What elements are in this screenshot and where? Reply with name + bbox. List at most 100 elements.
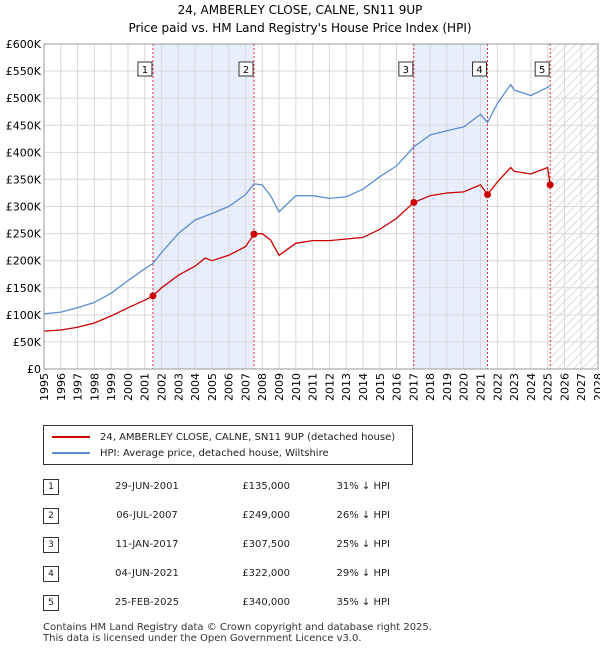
sale-marker-box bbox=[534, 61, 550, 77]
x-tick-label: 2015 bbox=[374, 373, 387, 401]
y-tick-label: £100K bbox=[6, 309, 42, 322]
x-tick-label: 2008 bbox=[256, 373, 269, 401]
x-tick-label: 1998 bbox=[88, 373, 101, 401]
sale-number: 1 bbox=[43, 478, 59, 495]
sale-date: 11-JAN-2017 bbox=[115, 539, 179, 550]
y-tick-label: £400K bbox=[6, 146, 42, 159]
sale-marker-label: 2 bbox=[243, 65, 249, 76]
plot-border bbox=[43, 43, 599, 370]
sale-marker-label: 4 bbox=[476, 65, 482, 76]
sales-row: 2 06-JUL-2007 £249,000 26% ↓ HPI bbox=[43, 501, 410, 530]
sale-hpi-delta: 25% ↓ HPI bbox=[336, 539, 390, 550]
sale-marker-box bbox=[472, 61, 488, 77]
x-tick-label: 2016 bbox=[391, 373, 404, 401]
footer-line-2: This data is licensed under the Open Gov… bbox=[43, 633, 362, 644]
x-tick-label: 2020 bbox=[458, 373, 471, 401]
chart-legend: 24, AMBERLEY CLOSE, CALNE, SN11 9UP (det… bbox=[43, 425, 413, 465]
sale-price: £135,000 bbox=[242, 481, 290, 492]
x-tick-label: 2007 bbox=[239, 373, 252, 401]
sales-row: 4 04-JUN-2021 £322,000 29% ↓ HPI bbox=[43, 559, 410, 588]
sales-table: 1 29-JUN-2001 £135,000 31% ↓ HPI 2 06-JUL-200… bbox=[43, 472, 410, 617]
y-tick-label: £200K bbox=[6, 255, 42, 268]
sale-price: £249,000 bbox=[242, 510, 290, 521]
legend-swatch-property bbox=[52, 436, 90, 438]
x-tick-label: 2000 bbox=[122, 373, 135, 401]
legend-entry-property: 24, AMBERLEY CLOSE, CALNE, SN11 9UP (det… bbox=[52, 430, 395, 444]
sale-date: 29-JUN-2001 bbox=[115, 481, 179, 492]
sales-row: 1 29-JUN-2001 £135,000 31% ↓ HPI bbox=[43, 472, 410, 501]
sale-marker-box bbox=[137, 61, 153, 77]
sales-row: 5 25-FEB-2025 £340,000 35% ↓ HPI bbox=[43, 588, 410, 617]
x-tick-label: 2018 bbox=[424, 373, 437, 401]
sale-marker-label: 3 bbox=[403, 65, 409, 76]
x-tick-label: 2025 bbox=[542, 373, 555, 401]
x-tick-label: 1999 bbox=[105, 373, 118, 401]
sale-point bbox=[546, 181, 554, 189]
sale-point bbox=[149, 292, 157, 300]
legend-swatch-hpi bbox=[52, 452, 90, 454]
sale-price: £340,000 bbox=[242, 597, 290, 608]
sale-price: £307,500 bbox=[242, 539, 290, 550]
sale-point bbox=[484, 191, 492, 199]
sale-number: 3 bbox=[43, 536, 59, 553]
x-tick-label: 2003 bbox=[172, 373, 185, 401]
footer-line-1: Contains HM Land Registry data © Crown c… bbox=[43, 622, 432, 633]
y-tick-label: £50K bbox=[13, 336, 42, 349]
y-tick-label: £300K bbox=[6, 201, 42, 214]
sale-point bbox=[410, 198, 418, 206]
sale-marker-label: 1 bbox=[142, 65, 148, 76]
x-tick-label: 2001 bbox=[139, 373, 152, 401]
legend-label-hpi: HPI: Average price, detached house, Wilt… bbox=[100, 447, 329, 459]
hpi-line bbox=[43, 83, 551, 315]
x-tick-label: 2011 bbox=[307, 373, 320, 401]
x-tick-label: 2009 bbox=[273, 373, 286, 401]
x-tick-label: 2004 bbox=[189, 373, 202, 401]
x-tick-label: 1997 bbox=[72, 373, 85, 401]
sale-number: 5 bbox=[43, 594, 59, 611]
x-tick-label: 2026 bbox=[558, 373, 571, 401]
y-tick-label: £550K bbox=[6, 65, 42, 78]
x-tick-label: 2013 bbox=[340, 373, 353, 401]
sale-date: 25-FEB-2025 bbox=[114, 597, 180, 608]
legend-label-property: 24, AMBERLEY CLOSE, CALNE, SN11 9UP (det… bbox=[100, 431, 396, 443]
sale-hpi-delta: 29% ↓ HPI bbox=[336, 568, 390, 579]
x-tick-label: 2028 bbox=[592, 373, 600, 401]
x-tick-label: 2019 bbox=[441, 373, 454, 401]
sale-point bbox=[250, 230, 258, 238]
sale-marker-box bbox=[398, 61, 414, 77]
footer-notice: Contains HM Land Registry data © Crown c… bbox=[43, 622, 432, 644]
price-chart: 24, AMBERLEY CLOSE, CALNE, SN11 9UP Price… bbox=[6, 3, 600, 401]
sale-hpi-delta: 35% ↓ HPI bbox=[336, 597, 390, 608]
chart-title: 24, AMBERLEY CLOSE, CALNE, SN11 9UP bbox=[178, 3, 423, 17]
sale-date: 06-JUL-2007 bbox=[116, 510, 178, 521]
sale-number: 2 bbox=[43, 507, 59, 524]
y-tick-label: £500K bbox=[6, 92, 42, 105]
x-tick-label: 2010 bbox=[290, 373, 303, 401]
x-tick-label: 1996 bbox=[55, 373, 68, 401]
sale-hpi-delta: 26% ↓ HPI bbox=[336, 510, 390, 521]
y-tick-label: £0 bbox=[27, 363, 41, 376]
x-tick-label: 2012 bbox=[323, 373, 336, 401]
y-tick-label: £600K bbox=[6, 38, 42, 51]
y-tick-label: £150K bbox=[6, 282, 42, 295]
x-tick-label: 2017 bbox=[407, 373, 420, 401]
x-tick-label: 1995 bbox=[38, 373, 51, 401]
legend-entry-hpi: HPI: Average price, detached house, Wilt… bbox=[52, 446, 329, 460]
sales-row: 3 11-JAN-2017 £307,500 25% ↓ HPI bbox=[43, 530, 410, 559]
x-tick-label: 2027 bbox=[575, 373, 588, 401]
x-tick-label: 2014 bbox=[357, 373, 370, 401]
x-tick-label: 2002 bbox=[156, 373, 169, 401]
sale-date: 04-JUN-2021 bbox=[115, 568, 179, 579]
x-tick-label: 2005 bbox=[206, 373, 219, 401]
y-tick-label: £450K bbox=[6, 119, 42, 132]
sale-price: £322,000 bbox=[242, 568, 290, 579]
y-tick-label: £350K bbox=[6, 173, 42, 186]
sale-marker-box bbox=[238, 61, 254, 77]
sale-hpi-delta: 31% ↓ HPI bbox=[336, 481, 390, 492]
sale-number: 4 bbox=[43, 565, 59, 582]
x-tick-label: 2006 bbox=[223, 373, 236, 401]
chart-subtitle: Price paid vs. HM Land Registry's House … bbox=[128, 21, 471, 35]
x-tick-label: 2024 bbox=[525, 373, 538, 401]
sale-marker-label: 5 bbox=[539, 65, 545, 76]
x-tick-label: 2023 bbox=[508, 373, 521, 401]
